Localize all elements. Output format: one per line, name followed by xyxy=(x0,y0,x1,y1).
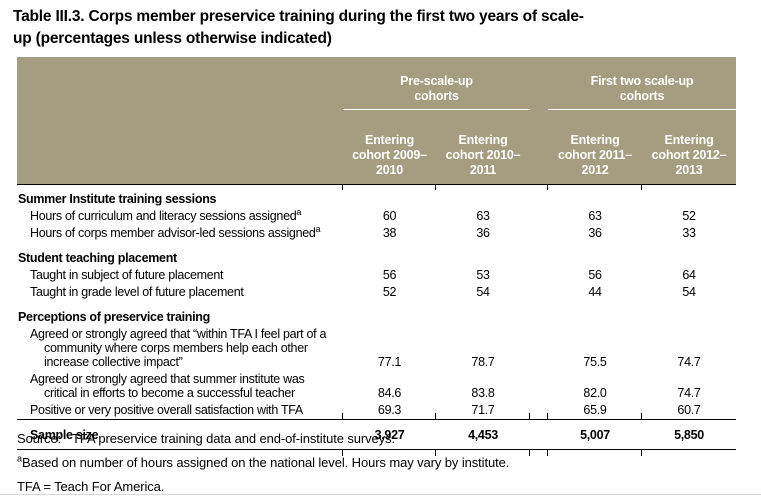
footnote-marker: a xyxy=(296,206,302,217)
value-cell: 33 xyxy=(682,226,696,240)
value-cell: 64 xyxy=(682,268,696,282)
value-cell: 63 xyxy=(588,209,602,223)
value-cell: 52 xyxy=(682,209,696,223)
value-cell: 60 xyxy=(382,209,397,223)
value-cell: 69.3 xyxy=(377,403,402,417)
section-row: Student teaching placement xyxy=(17,242,736,267)
section-row: Perceptions of preservice training xyxy=(17,301,736,326)
value-cell: 60.7 xyxy=(677,403,701,417)
sample-size-value: 5,007 xyxy=(547,413,642,456)
value-cell: 65.9 xyxy=(583,403,607,417)
section-header: Student teaching placement xyxy=(18,251,177,265)
stub-header xyxy=(17,57,343,185)
section-header: Perceptions of preservice training xyxy=(18,310,210,324)
table-container: Pre-scale-up cohorts First two scale-up … xyxy=(17,57,736,456)
sample-size-row: Sample size 3,927 4,453 5,007 5,850 xyxy=(17,413,736,456)
data-row: Taught in subject of future placement 56… xyxy=(17,267,736,284)
value-cell: 52 xyxy=(382,285,397,299)
row-label: Positive or very positive overall satisf… xyxy=(30,403,303,417)
sample-size-value: 3,927 xyxy=(342,413,436,456)
section-row: Summer Institute training sessions xyxy=(17,185,736,208)
data-row: Taught in grade level of future placemen… xyxy=(17,284,736,301)
group-header-pre-scale-up: Pre-scale-up cohorts xyxy=(343,57,530,113)
group-gap xyxy=(530,57,548,185)
row-label: Agreed or strongly agreed that “within T… xyxy=(30,327,327,369)
abbreviation-note: TFA = Teach For America. xyxy=(17,479,165,494)
value-cell: 78.7 xyxy=(471,355,495,369)
value-cell: 75.5 xyxy=(583,355,607,369)
group-header-first-two-scale-up: First two scale-up cohorts xyxy=(548,57,736,113)
value-cell: 56 xyxy=(382,268,397,282)
gap-cell xyxy=(530,208,548,225)
value-cell: 71.7 xyxy=(471,403,495,417)
value-cell: 54 xyxy=(476,285,490,299)
page-bottom-divider xyxy=(0,494,761,495)
column-header-2010-2011: Entering cohort 2010–2011 xyxy=(435,110,530,190)
value-cell: 36 xyxy=(588,226,602,240)
column-group-row: Pre-scale-up cohorts First two scale-up … xyxy=(17,57,736,185)
row-label: Agreed or strongly agreed that summer in… xyxy=(30,372,305,400)
gap-cell xyxy=(529,413,548,456)
table-title-line2: up (percentages unless otherwise indicat… xyxy=(13,30,332,47)
data-row: Agreed or strongly agreed that summer in… xyxy=(17,371,736,402)
sample-size-value: 4,453 xyxy=(435,413,530,456)
gap-cell xyxy=(530,267,548,284)
column-header-row: Entering cohort 2009–2010 Entering cohor… xyxy=(17,110,736,190)
row-label: Hours of curriculum and literacy session… xyxy=(30,206,302,223)
value-cell: 82.0 xyxy=(583,386,607,400)
value-cell: 56 xyxy=(588,268,602,282)
column-header-2012-2013: Entering cohort 2012–2013 xyxy=(641,110,736,190)
table-title-line1: Table III.3. Corps member preservice tra… xyxy=(13,8,584,25)
footnote-a: aBased on number of hours assigned on th… xyxy=(17,453,510,470)
column-header-2009-2010: Entering cohort 2009–2010 xyxy=(342,110,436,190)
value-cell: 36 xyxy=(476,226,490,240)
preservice-training-table: Pre-scale-up cohorts First two scale-up … xyxy=(17,57,736,456)
value-cell: 44 xyxy=(588,285,602,299)
value-cell: 53 xyxy=(476,268,490,282)
data-row: Agreed or strongly agreed that “within T… xyxy=(17,326,736,371)
footnote-a-marker: a xyxy=(17,453,23,464)
column-header-2011-2012: Entering cohort 2011–2012 xyxy=(547,110,642,190)
footnote-a-text: Based on number of hours assigned on the… xyxy=(22,455,510,470)
gap-cell xyxy=(530,326,548,371)
sample-size-label: Sample size xyxy=(17,419,343,450)
source-label: Source: xyxy=(17,431,62,446)
value-cell: 84.6 xyxy=(377,386,402,400)
table-title: Table III.3. Corps member preservice tra… xyxy=(13,6,584,50)
gap-cell xyxy=(530,225,548,242)
value-cell: 77.1 xyxy=(377,355,402,369)
value-cell: 83.8 xyxy=(471,386,495,400)
value-cell: 74.7 xyxy=(677,386,701,400)
source-note: Source: TFA preservice training data and … xyxy=(17,431,395,446)
sample-size-value: 5,850 xyxy=(641,413,736,456)
gap-cell xyxy=(530,371,548,402)
section-header: Summer Institute training sessions xyxy=(18,192,217,206)
source-text: TFA preservice training data and end-of-… xyxy=(72,431,395,446)
value-cell: 63 xyxy=(476,209,490,223)
value-cell: 74.7 xyxy=(677,355,701,369)
data-row: Hours of corps member advisor-led sessio… xyxy=(17,223,736,242)
row-label: Taught in grade level of future placemen… xyxy=(30,285,244,299)
row-label: Taught in subject of future placement xyxy=(30,268,224,282)
footnote-marker: a xyxy=(315,223,321,234)
data-row: Positive or very positive overall satisf… xyxy=(17,402,736,419)
gap-cell xyxy=(530,402,548,419)
row-label: Hours of corps member advisor-led sessio… xyxy=(30,223,321,240)
gap-cell xyxy=(530,284,548,301)
value-cell: 54 xyxy=(682,285,696,299)
value-cell: 38 xyxy=(382,226,397,240)
data-row: Hours of curriculum and literacy session… xyxy=(17,206,736,225)
